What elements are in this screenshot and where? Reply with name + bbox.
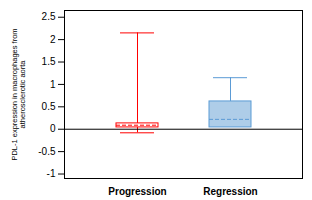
svg-text:-1: -1 (47, 168, 56, 179)
svg-text:2: 2 (50, 34, 56, 45)
svg-text:Regression: Regression (203, 186, 257, 197)
svg-text:PDL-1 expression in macrophage: PDL-1 expression in macrophages fromathe… (10, 28, 27, 160)
svg-text:0: 0 (50, 123, 56, 134)
svg-text:1: 1 (50, 79, 56, 90)
svg-text:1.5: 1.5 (42, 56, 56, 67)
svg-text:2.5: 2.5 (42, 11, 56, 22)
svg-text:Progression: Progression (108, 186, 166, 197)
svg-text:-0.5: -0.5 (38, 146, 56, 157)
svg-text:0.5: 0.5 (42, 101, 56, 112)
